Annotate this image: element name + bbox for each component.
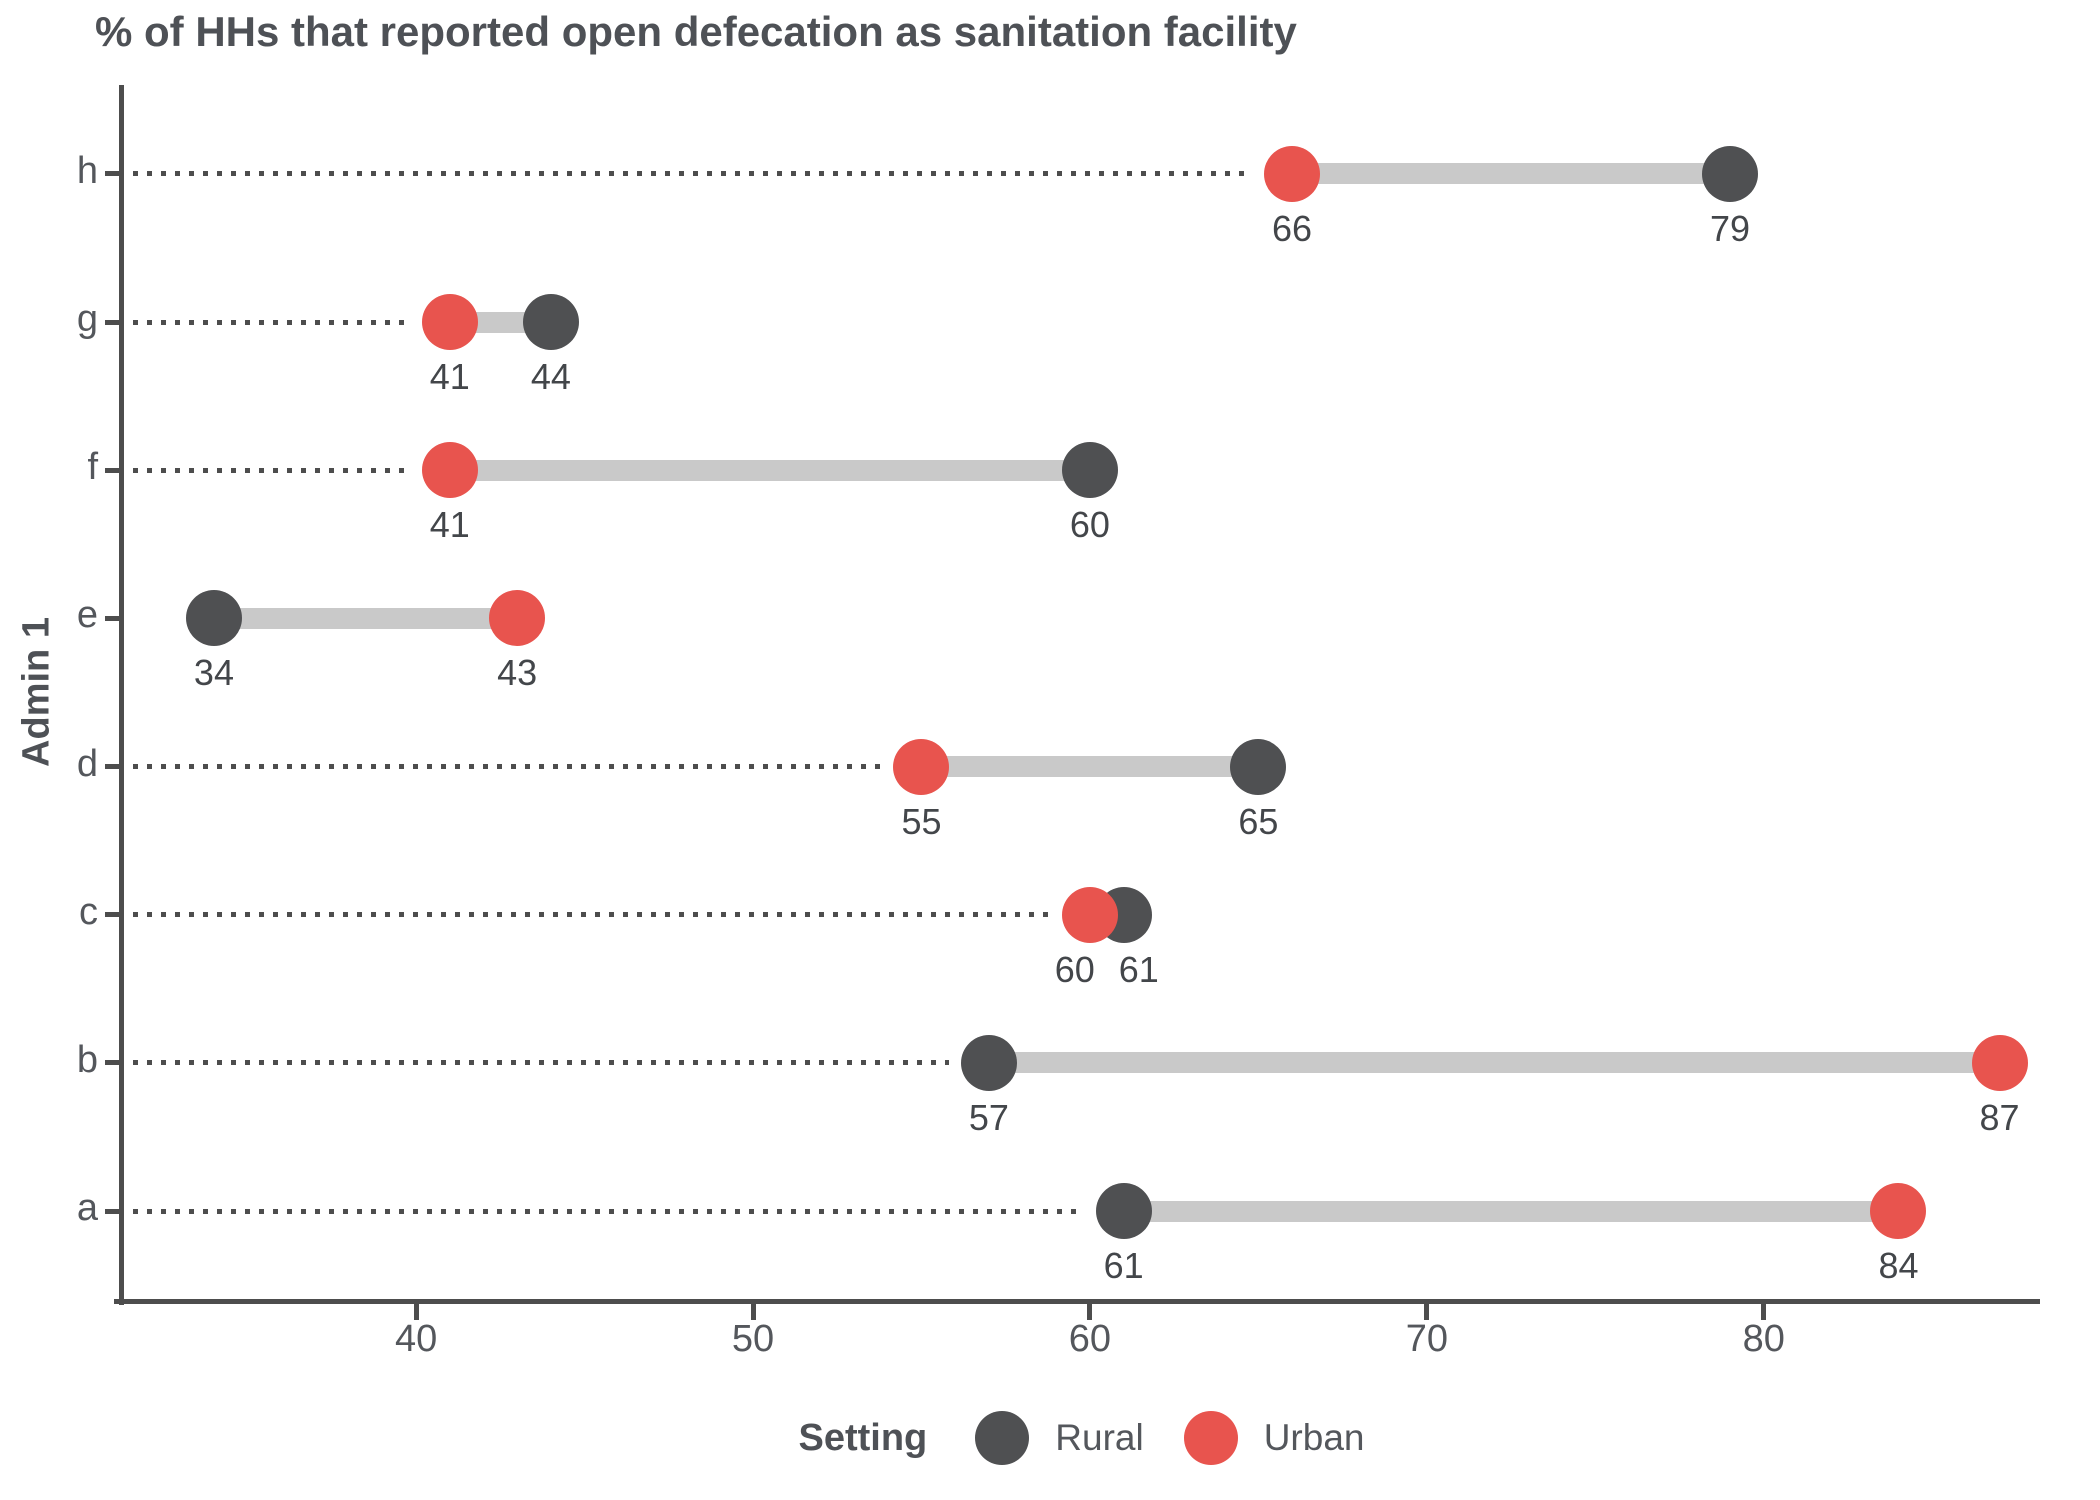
dumbbell-bar bbox=[449, 459, 1090, 481]
y-tick bbox=[105, 1060, 121, 1066]
legend-swatch-urban-icon bbox=[1183, 1411, 1238, 1465]
data-point-rural-g bbox=[522, 294, 579, 351]
chart-title: % of HHs that reported open defecation a… bbox=[95, 8, 1297, 55]
data-point-urban-c bbox=[1061, 886, 1118, 943]
data-point-rural-e bbox=[185, 590, 242, 647]
data-point-rural-a bbox=[1095, 1183, 1152, 1240]
x-tick-label: 80 bbox=[1742, 1318, 1785, 1360]
value-label-urban-b: 87 bbox=[1979, 1096, 2020, 1138]
data-point-urban-f bbox=[421, 442, 478, 499]
data-point-urban-a bbox=[1870, 1183, 1927, 1240]
value-label-urban-g: 41 bbox=[429, 356, 470, 398]
legend-item-rural: Rural bbox=[975, 1411, 1144, 1465]
y-tick-label: a bbox=[76, 1187, 98, 1230]
data-point-rural-d bbox=[1230, 738, 1287, 795]
value-label-rural-e: 34 bbox=[193, 652, 234, 694]
leader-line bbox=[133, 319, 410, 325]
x-tick-label: 60 bbox=[1068, 1318, 1112, 1360]
x-tick bbox=[750, 1304, 756, 1320]
x-tick bbox=[1424, 1304, 1430, 1320]
legend-title: Setting bbox=[798, 1416, 928, 1459]
legend-item-urban: Urban bbox=[1183, 1411, 1365, 1465]
y-tick bbox=[105, 319, 121, 325]
dumbbell-bar bbox=[921, 756, 1259, 778]
leader-line bbox=[133, 912, 1050, 918]
y-tick-label: b bbox=[76, 1038, 98, 1081]
data-point-rural-h bbox=[1702, 145, 1759, 202]
x-tick-label: 50 bbox=[731, 1318, 775, 1360]
x-tick-label: 40 bbox=[394, 1318, 438, 1360]
y-tick-label: h bbox=[76, 149, 98, 192]
value-label-rural-a: 61 bbox=[1103, 1245, 1144, 1287]
y-tick-label: c bbox=[79, 890, 98, 933]
data-point-urban-g bbox=[421, 294, 478, 351]
data-point-rural-f bbox=[1061, 442, 1118, 499]
y-tick bbox=[105, 1208, 121, 1214]
value-label-urban-f: 41 bbox=[429, 504, 470, 546]
y-axis-line bbox=[119, 85, 124, 1305]
legend-label-rural: Rural bbox=[1055, 1417, 1144, 1458]
legend-items: Rural Urban bbox=[975, 1411, 1364, 1465]
y-tick bbox=[105, 615, 121, 621]
value-label-rural-f: 60 bbox=[1069, 504, 1110, 546]
x-tick bbox=[1761, 1304, 1767, 1320]
y-tick-label: g bbox=[76, 298, 98, 341]
value-label-urban-c: 60 bbox=[1054, 948, 1095, 990]
data-point-urban-e bbox=[489, 590, 546, 647]
y-tick bbox=[105, 764, 121, 770]
leader-line bbox=[133, 764, 882, 770]
value-label-urban-d: 55 bbox=[901, 800, 942, 842]
legend-swatch-rural-icon bbox=[975, 1411, 1030, 1465]
value-label-urban-h: 66 bbox=[1272, 207, 1313, 249]
leader-line bbox=[133, 1208, 1084, 1214]
dumbbell-bar bbox=[213, 607, 518, 629]
dumbbell-bar bbox=[988, 1052, 2000, 1074]
leader-line bbox=[133, 1060, 949, 1066]
leader-line bbox=[133, 171, 1253, 177]
y-tick-label: f bbox=[87, 446, 98, 489]
data-point-urban-h bbox=[1264, 145, 1321, 202]
data-point-urban-b bbox=[1971, 1034, 2028, 1091]
data-point-urban-d bbox=[893, 738, 950, 795]
legend: Setting Rural Urban bbox=[123, 1398, 2040, 1478]
y-tick bbox=[105, 467, 121, 473]
plot-panel bbox=[123, 85, 2040, 1300]
dumbbell-bar bbox=[1123, 1200, 1899, 1222]
x-axis-line bbox=[114, 1299, 2040, 1304]
y-tick bbox=[105, 171, 121, 177]
y-tick-label: d bbox=[76, 742, 98, 785]
value-label-urban-e: 43 bbox=[497, 652, 538, 694]
x-tick bbox=[1087, 1304, 1093, 1320]
value-label-urban-a: 84 bbox=[1878, 1245, 1919, 1287]
legend-label-urban: Urban bbox=[1263, 1417, 1365, 1458]
y-tick bbox=[105, 912, 121, 918]
value-label-rural-h: 79 bbox=[1710, 207, 1751, 249]
value-label-rural-c: 61 bbox=[1118, 948, 1159, 990]
value-label-rural-d: 65 bbox=[1238, 800, 1279, 842]
leader-line bbox=[133, 467, 410, 473]
x-tick bbox=[413, 1304, 419, 1320]
dumbbell-bar bbox=[1292, 163, 1731, 185]
value-label-rural-b: 57 bbox=[968, 1096, 1009, 1138]
value-label-rural-g: 44 bbox=[530, 356, 571, 398]
y-tick-label: e bbox=[76, 594, 98, 637]
x-tick-label: 70 bbox=[1405, 1318, 1448, 1360]
data-point-rural-b bbox=[960, 1034, 1017, 1091]
